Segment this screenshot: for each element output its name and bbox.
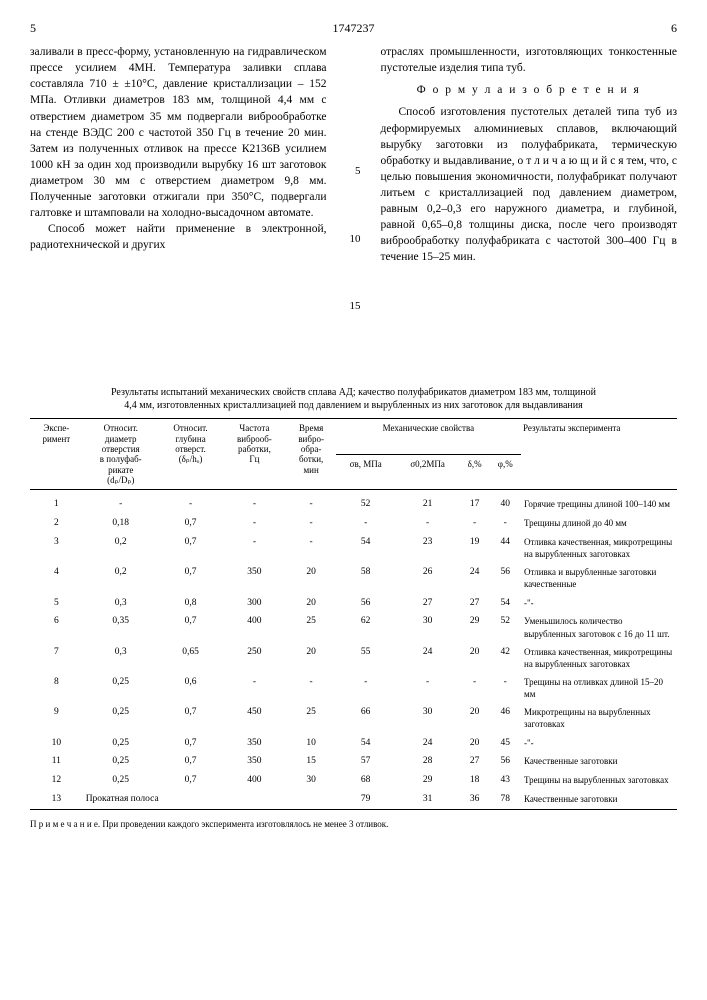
lm-15: 15 [347,299,361,314]
formula-title: Ф о р м у л а и з о б р е т е н и я [381,82,678,98]
th-freq: Частота виброоб- работки, Гц [222,419,286,490]
page-left: 5 [30,20,36,36]
page-right: 6 [671,20,677,36]
footnote: П р и м е ч а н и е. При проведении кажд… [30,818,677,830]
lm-10: 10 [347,232,361,247]
table-row: 60,350,74002562302952Уменьшилось количес… [30,612,677,642]
th-result: Результаты эксперимента [521,419,677,490]
table-row: 1----52211740Горячие трещины длиной 100–… [30,490,677,514]
two-column-text: заливали в пресс-форму, установленную на… [30,44,677,366]
table-row: 80,250,6------Трещины на отливках длиной… [30,673,677,703]
left-p1: заливали в пресс-форму, установленную на… [30,44,327,221]
table-row: 40,20,73502058262456Отливка и вырубленны… [30,563,677,593]
th-exp: Экспе- римент [30,419,83,490]
th-diam: Относит. диаметр отверстия в полуфаб- ри… [83,419,159,490]
th-depth: Относит. глубина отверст. (δₚ/hₒ) [159,419,223,490]
th-del: δ,% [460,454,490,490]
left-p2: Способ может найти применение в электрон… [30,221,327,253]
table-row: 20,180,7------Трещины длиной до 40 мм [30,514,677,533]
results-table: Экспе- римент Относит. диаметр отверстия… [30,418,677,809]
table-row: 13Прокатная полоса79313678Качественные з… [30,790,677,809]
lm-5: 5 [347,164,361,179]
line-markers: 5 10 15 [347,44,361,366]
table-row: 120,250,74003068291843Трещины на вырубле… [30,771,677,790]
th-time: Время вибро- обра- ботки, мин [287,419,336,490]
th-mech-group: Механические свойства [336,419,521,455]
table-row: 50,30,83002056272754-"- [30,594,677,613]
left-column: заливали в пресс-форму, установленную на… [30,44,327,366]
right-p1: отраслях промышленности, изготовляющих т… [381,44,678,76]
right-p2: Способ изготовления пустотелых деталей т… [381,104,678,265]
table-row: 100,250,73501054242045-"- [30,734,677,753]
th-psi: φ,% [490,454,522,490]
doc-number: 1747237 [333,20,375,36]
table-row: 110,250,73501557282756Качественные загот… [30,752,677,771]
th-s02: σ0,2МПа [396,454,460,490]
table-row: 30,20,7--54231944Отливка качественная, м… [30,533,677,563]
table-row: 90,250,74502566302046Микротрещины на выр… [30,703,677,733]
table-row: 70,30,652502055242042Отливка качественна… [30,643,677,673]
table-caption: Результаты испытаний механических свойст… [111,386,596,412]
right-column: отраслях промышленности, изготовляющих т… [381,44,678,366]
th-sb: σв, МПа [336,454,396,490]
page-header: 5 1747237 6 [30,20,677,36]
